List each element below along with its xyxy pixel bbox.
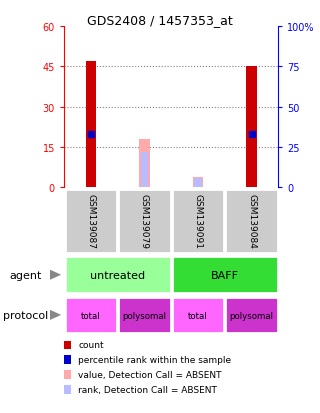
Polygon shape xyxy=(50,310,61,320)
Polygon shape xyxy=(50,270,61,280)
Bar xyxy=(172,298,224,333)
Bar xyxy=(118,190,171,253)
Text: agent: agent xyxy=(10,270,42,280)
Bar xyxy=(225,190,278,253)
Bar xyxy=(194,178,202,188)
Text: GSM139084: GSM139084 xyxy=(247,194,256,249)
Text: count: count xyxy=(78,340,104,349)
Bar xyxy=(172,256,278,294)
Bar xyxy=(118,298,171,333)
Text: total: total xyxy=(188,311,208,320)
Text: BAFF: BAFF xyxy=(211,270,239,280)
Text: untreated: untreated xyxy=(90,270,145,280)
Bar xyxy=(246,67,257,188)
Text: GSM139087: GSM139087 xyxy=(86,194,95,249)
Text: GSM139079: GSM139079 xyxy=(140,194,149,249)
Bar xyxy=(193,177,203,188)
Text: total: total xyxy=(81,311,100,320)
Bar xyxy=(141,153,148,188)
Bar xyxy=(86,62,96,188)
Text: GSM139091: GSM139091 xyxy=(194,194,203,249)
Text: rank, Detection Call = ABSENT: rank, Detection Call = ABSENT xyxy=(78,385,217,394)
Text: polysomal: polysomal xyxy=(123,311,166,320)
Text: protocol: protocol xyxy=(3,310,48,320)
Bar xyxy=(65,256,171,294)
Bar xyxy=(172,190,224,253)
Text: value, Detection Call = ABSENT: value, Detection Call = ABSENT xyxy=(78,370,222,379)
Bar xyxy=(65,298,117,333)
Bar xyxy=(225,298,278,333)
Text: GDS2408 / 1457353_at: GDS2408 / 1457353_at xyxy=(87,14,233,27)
Bar xyxy=(65,190,117,253)
Text: polysomal: polysomal xyxy=(230,311,274,320)
Bar xyxy=(139,140,149,188)
Text: percentile rank within the sample: percentile rank within the sample xyxy=(78,355,232,364)
